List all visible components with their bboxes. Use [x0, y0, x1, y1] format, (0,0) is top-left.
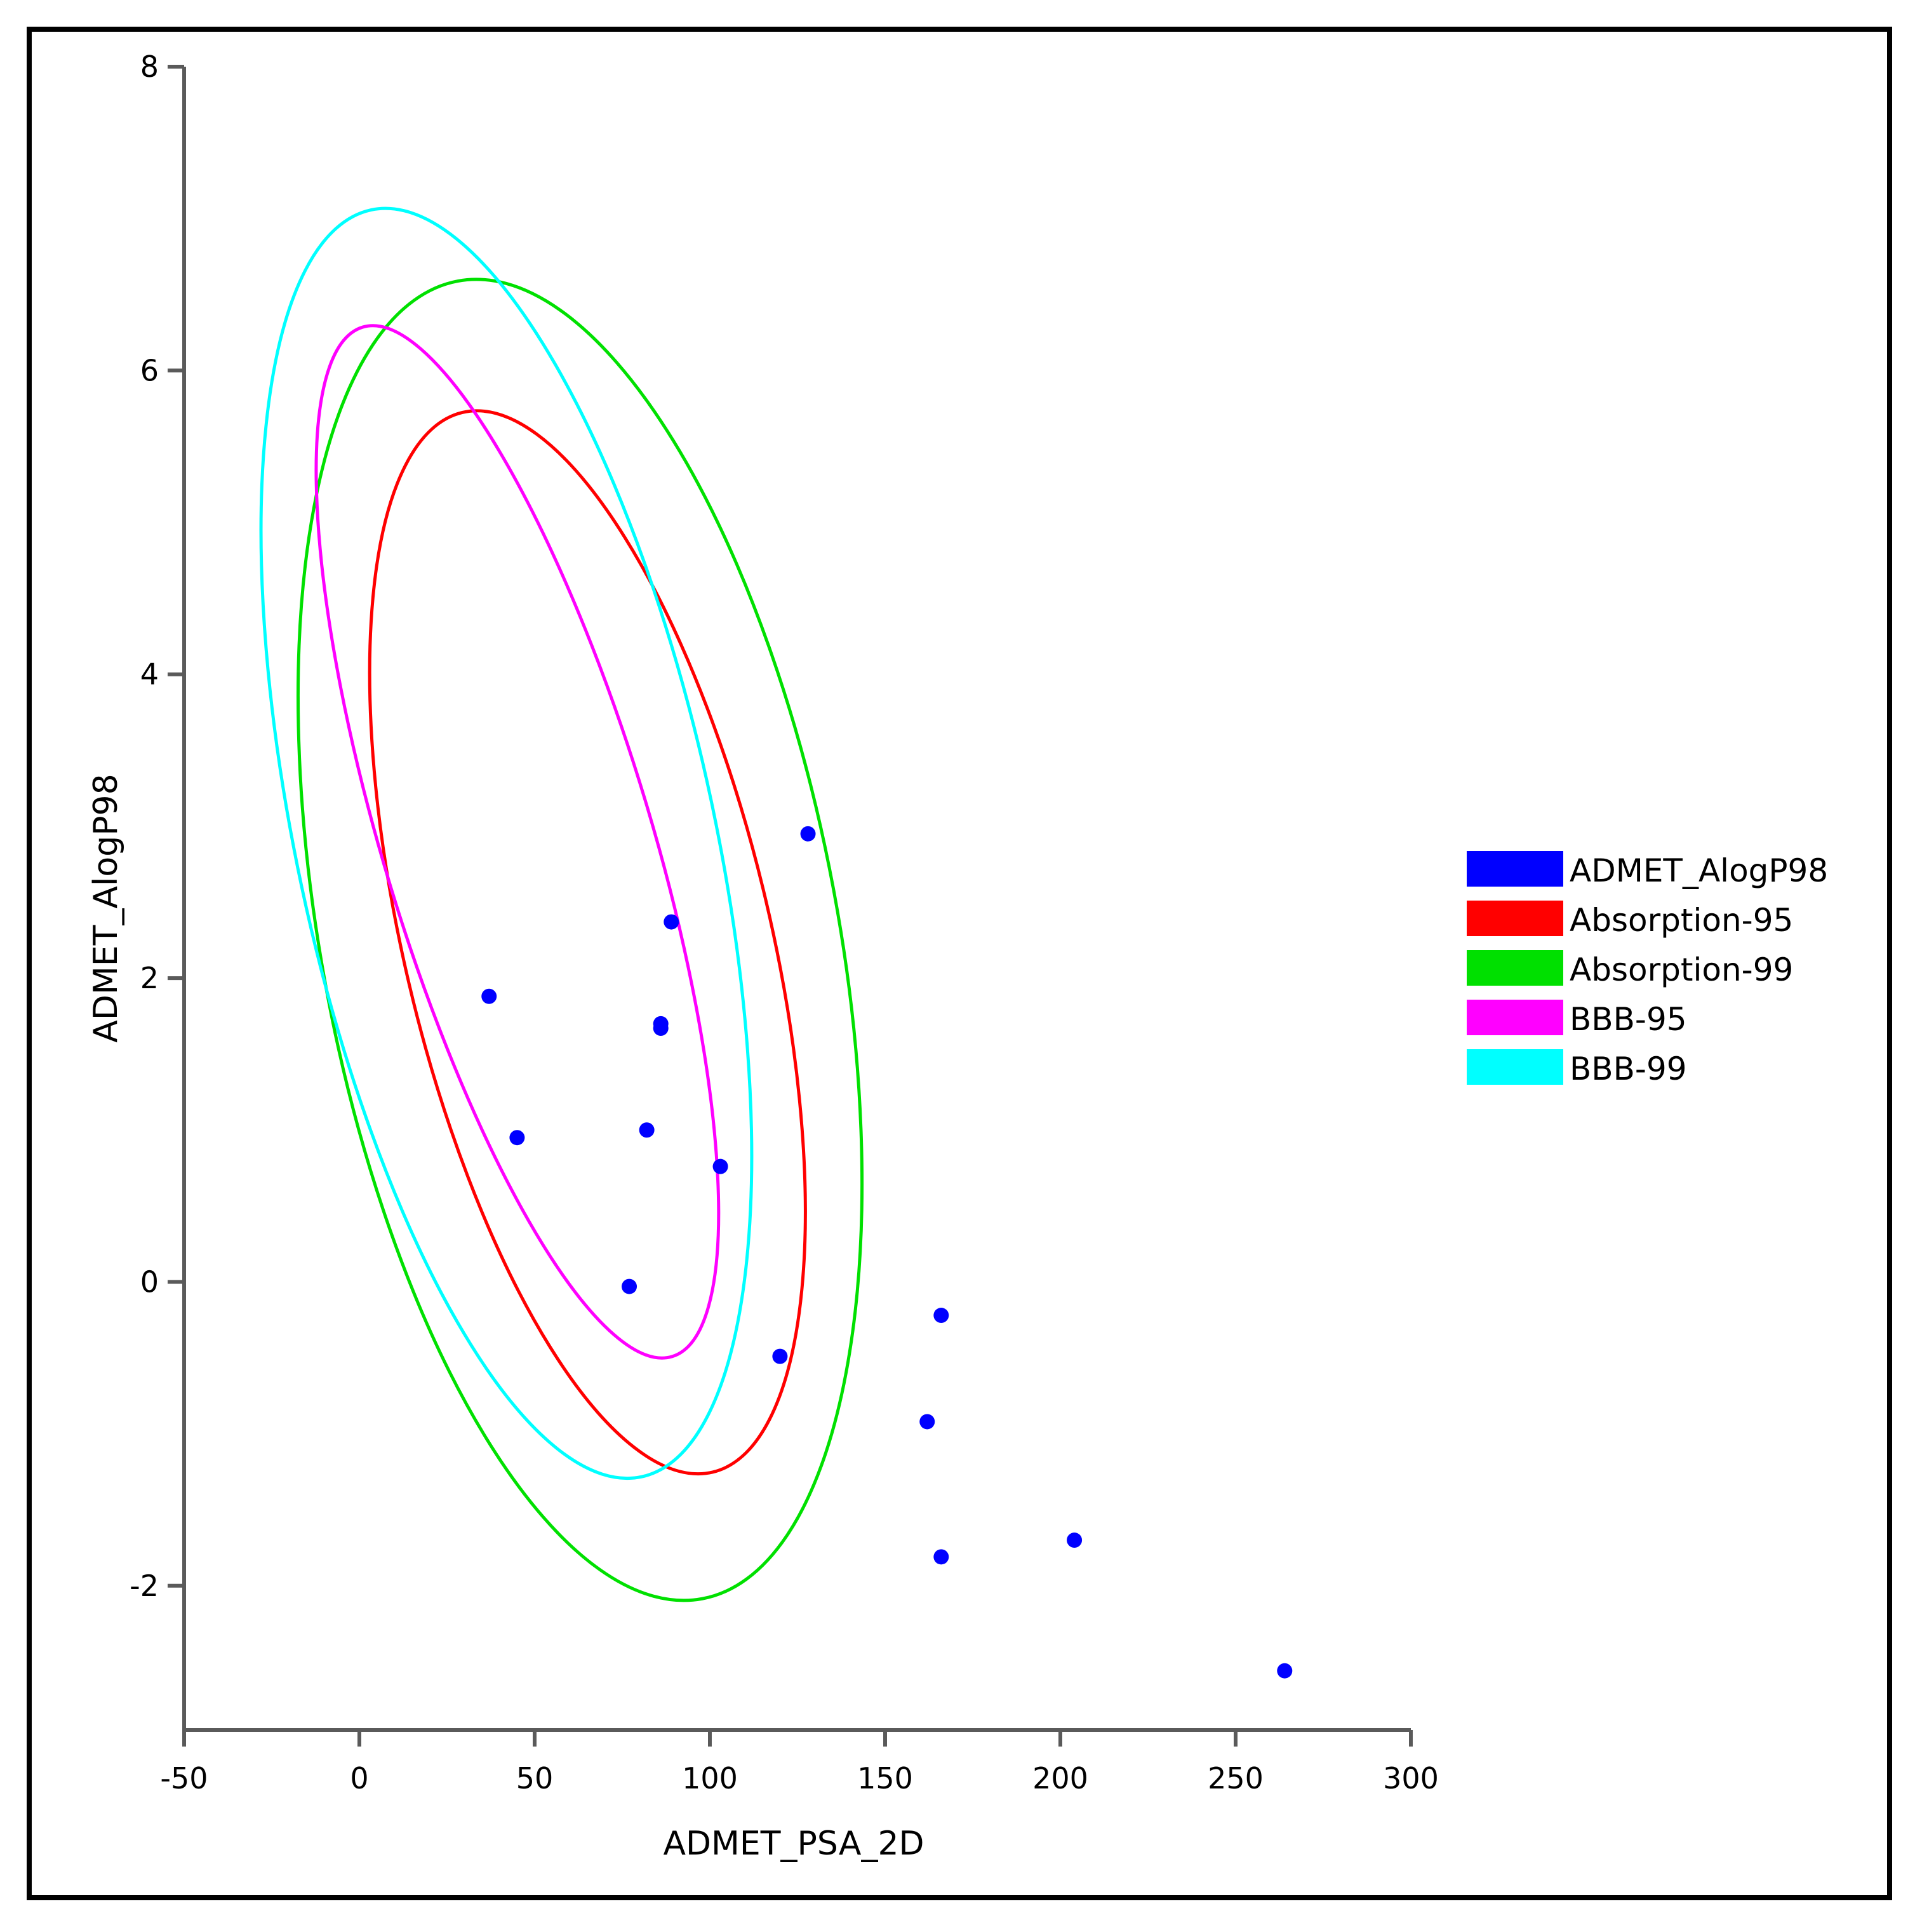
legend-swatch: [1467, 901, 1563, 936]
x-tick-label: 100: [682, 1761, 738, 1795]
x-tick-label: 50: [516, 1761, 554, 1795]
chart-frame: [27, 27, 1892, 1900]
legend-swatch: [1467, 1000, 1563, 1035]
confidence-ellipses: [259, 206, 864, 1602]
data-point: [712, 1158, 728, 1174]
data-point: [664, 914, 679, 930]
legend-swatch: [1467, 1049, 1563, 1085]
ellipse-bbb-99: [259, 206, 754, 1480]
axes: [182, 67, 1411, 1732]
data-point: [933, 1549, 949, 1565]
data-point: [481, 988, 497, 1004]
legend-label: BBB-99: [1570, 1050, 1687, 1087]
data-point: [1067, 1533, 1083, 1548]
legend-swatch: [1467, 851, 1563, 887]
x-tick-label: 0: [350, 1761, 368, 1795]
data-point: [1277, 1663, 1293, 1679]
x-tick-label: 150: [857, 1761, 913, 1795]
data-point: [772, 1348, 788, 1364]
y-tick-label: -2: [130, 1569, 159, 1603]
y-axis-title: ADMET_AlogP98: [87, 774, 125, 1042]
x-tick-label: -50: [160, 1761, 208, 1795]
ellipse-absorption-95: [368, 409, 807, 1476]
legend-swatch: [1467, 950, 1563, 986]
x-tick-label: 300: [1383, 1761, 1439, 1795]
y-tick-label: 0: [140, 1265, 159, 1299]
ellipse-bbb-95: [314, 324, 721, 1360]
legend-label: Absorption-99: [1570, 951, 1793, 988]
legend-label: ADMET_AlogP98: [1570, 852, 1828, 889]
data-point: [800, 826, 816, 842]
x-axis-title: ADMET_PSA_2D: [663, 1825, 924, 1863]
legend: ADMET_AlogP98 Absorption-95 Absorption-99 B…: [1467, 851, 1828, 1087]
axis-ticks: -50 0 50 100 150 200 250 300 -2 0 2 4 6 8: [130, 50, 1439, 1795]
legend-label: Absorption-95: [1570, 902, 1793, 939]
y-tick-label: 8: [140, 50, 159, 84]
data-point: [639, 1122, 655, 1138]
y-tick-label: 6: [140, 353, 159, 387]
y-tick-label: 2: [140, 961, 159, 995]
data-point: [622, 1278, 637, 1294]
x-tick-label: 250: [1208, 1761, 1264, 1795]
y-tick-label: 4: [140, 657, 159, 692]
legend-label: BBB-95: [1570, 1001, 1687, 1038]
data-point: [509, 1130, 525, 1146]
data-point: [653, 1020, 669, 1036]
data-point: [933, 1308, 949, 1324]
data-points: [481, 826, 1293, 1679]
data-point: [919, 1414, 935, 1430]
x-tick-label: 200: [1032, 1761, 1088, 1795]
